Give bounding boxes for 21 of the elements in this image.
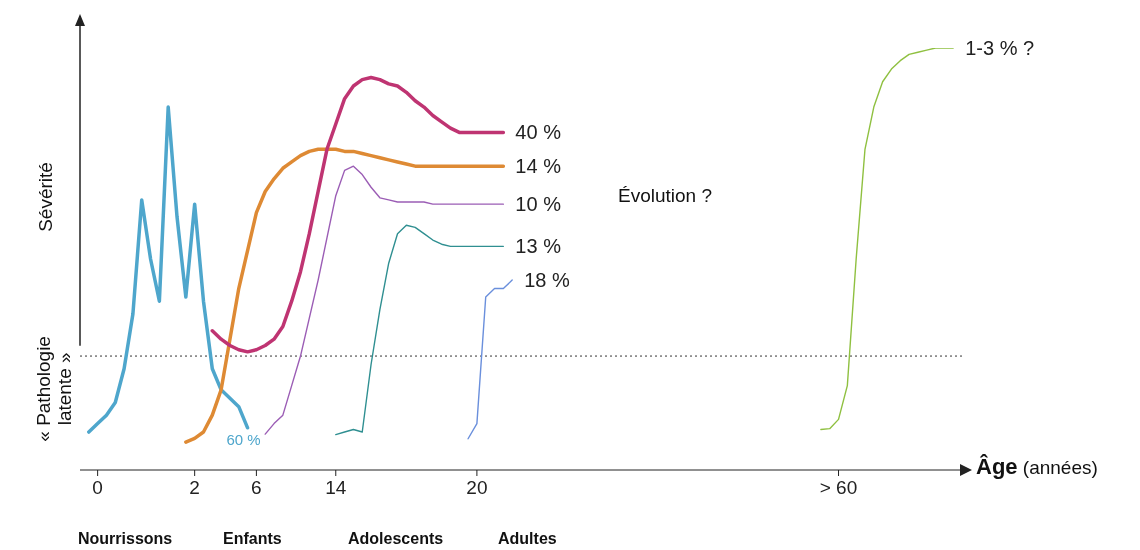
series-label: 40 % [515, 121, 562, 144]
x-tick-label: 6 [251, 477, 262, 498]
text: Adolescents [348, 530, 444, 548]
series-label: 13 % [515, 235, 562, 258]
text: Adultes [498, 530, 557, 548]
text: Enfants [223, 530, 282, 548]
series-label: 18 % [524, 269, 570, 292]
series-label: 14 % [515, 155, 562, 178]
x-axis-title: Âge (années) [976, 454, 1098, 479]
y-axis-title: Sévérité [35, 161, 57, 234]
x-tick-label: 20 [466, 477, 488, 498]
text: « Pathologie latente » [33, 335, 76, 444]
series-label: 1-3 % ? [965, 37, 1035, 59]
series-label: 60 % [226, 430, 261, 448]
x-tick-label: 2 [189, 477, 200, 498]
annotation: Évolution ? [618, 185, 713, 207]
x-tick-label: 0 [92, 477, 103, 498]
series-label: 10 % [515, 193, 562, 216]
text: Nourrissons [78, 530, 173, 548]
x-tick-label: 14 [325, 477, 347, 498]
x-tick-label: > 60 [819, 477, 858, 498]
